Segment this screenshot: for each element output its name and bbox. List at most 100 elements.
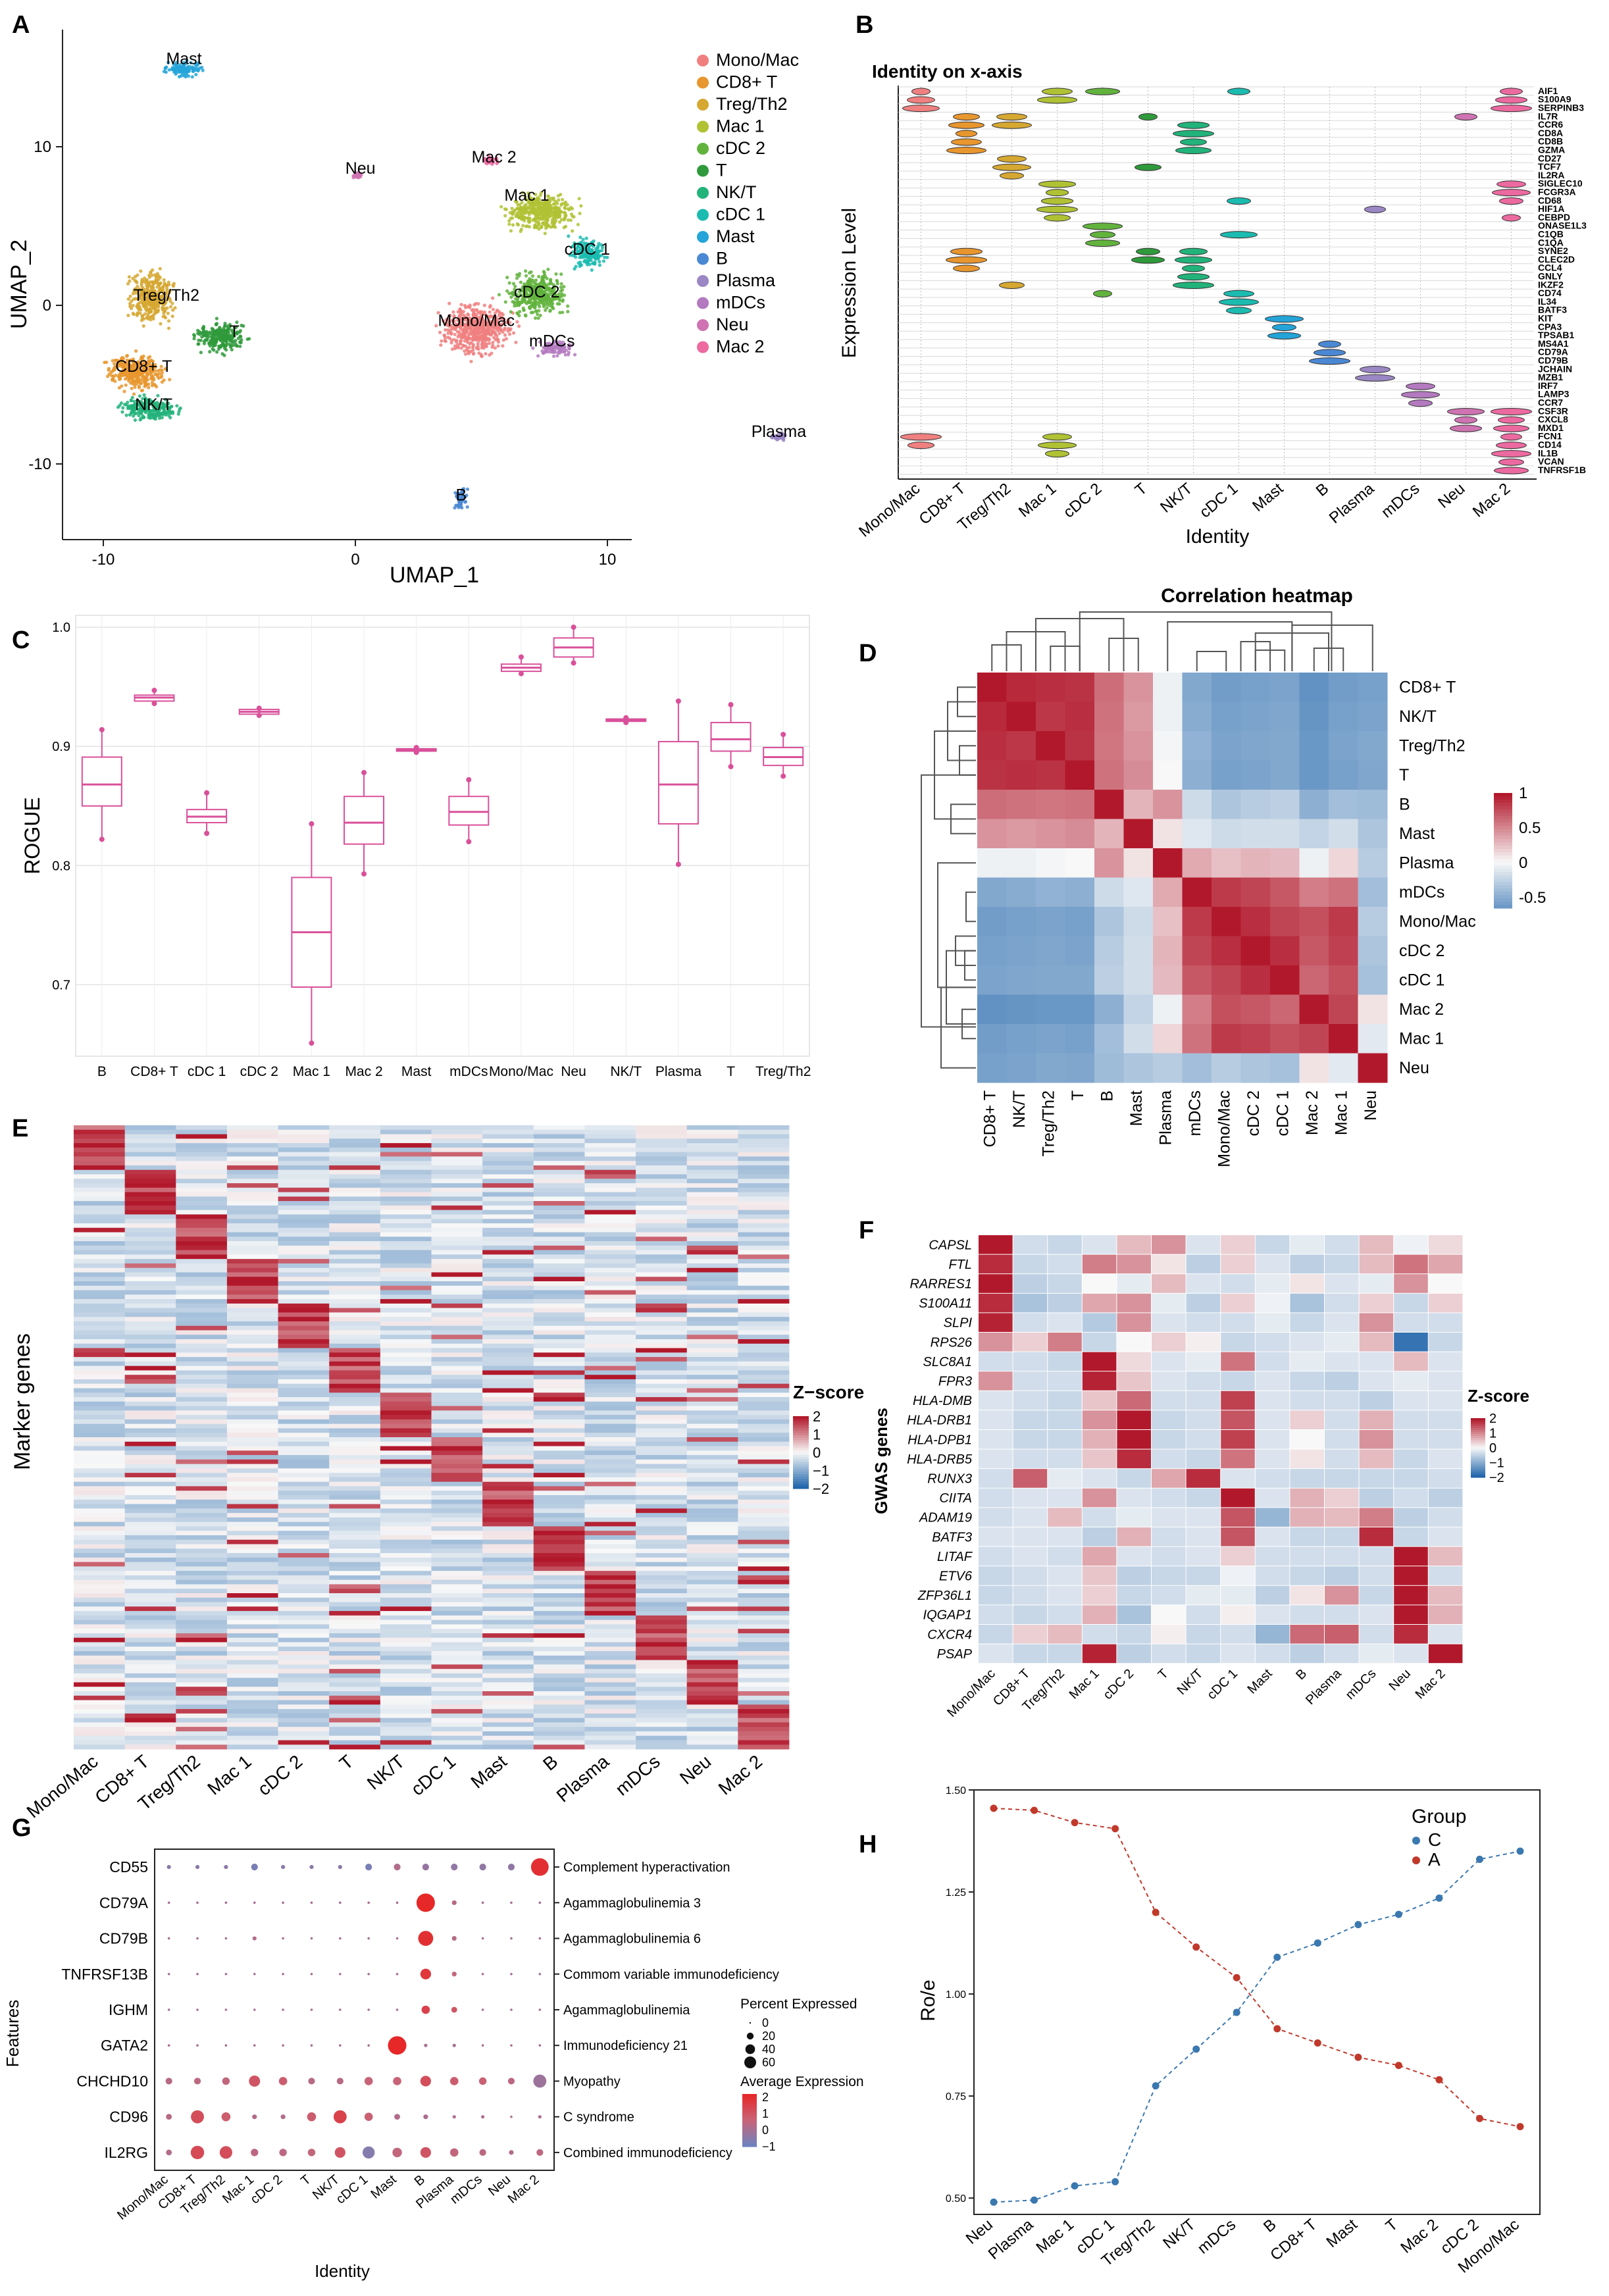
corr-legend-tick: -0.5 [1519,889,1546,907]
marker-heatmap-cell [533,1491,585,1496]
umap-cell-point [128,376,132,380]
umap-cell-point [488,326,492,331]
umap-cell-point [177,75,181,79]
marker-heatmap-cell [636,1388,688,1393]
corr-cell [1240,819,1271,849]
marker-heatmap-cell [431,1299,483,1304]
umap-legend-label: Mast [716,226,755,246]
marker-heatmap-cell [329,1521,381,1527]
umap-cell-point [130,406,134,410]
umap-cell-point [155,385,159,389]
umap-cell-point [538,213,543,217]
umap-cell-point [563,215,567,219]
marker-heatmap-cell [431,1321,483,1327]
umap-cell-point [217,333,221,337]
marker-heatmap-cell [738,1187,790,1192]
violin-shape [1494,467,1529,474]
marker-heatmap-cell [636,1526,688,1531]
marker-heatmap-cell [686,1138,738,1144]
marker-heatmap-cell [533,1437,585,1442]
corr-cell [1153,936,1183,966]
rogue-x-label: Mono/Mac [489,1064,553,1079]
marker-heatmap-cell [431,1290,483,1295]
marker-heatmap-cell [74,1205,126,1211]
marker-heatmap-cell [226,1419,278,1425]
umap-cell-point [145,378,149,382]
umap-cell-point [453,346,457,351]
marker-heatmap-cell [226,1406,278,1411]
umap-cell-point [495,334,499,338]
umap-cell-point [478,331,482,335]
marker-heatmap-cell [533,1508,585,1514]
marker-heatmap-cell [533,1129,585,1135]
marker-heatmap-cell [278,1303,330,1309]
umap-cell-point [117,374,122,378]
umap-cell-point [547,224,551,228]
umap-cell-point [547,209,551,214]
marker-heatmap-cell [176,1192,228,1197]
corr-cell [1094,965,1124,995]
marker-heatmap-cell [124,1245,176,1250]
marker-heatmap-cell [124,1517,176,1523]
marker-heatmap-cell [686,1499,738,1504]
umap-cell-point [133,385,137,390]
marker-heatmap-cell [431,1352,483,1358]
umap-cell-point [165,284,169,288]
marker-heatmap-cell [636,1330,688,1335]
marker-heatmap-cell [738,1433,790,1438]
rogue-x-label: Neu [561,1064,586,1079]
marker-heatmap-cell [482,1281,534,1287]
umap-cell-point [451,310,455,314]
umap-cell-point [139,357,143,361]
umap-cell-point [555,278,559,282]
umap-cell-point [474,320,478,325]
marker-heatmap-cell [74,1423,126,1429]
marker-heatmap-cell [584,1406,636,1411]
corr-cell [1123,965,1154,995]
marker-heatmap-cell [124,1397,176,1402]
marker-heatmap-cell [584,1254,636,1260]
marker-heatmap-cell [124,1348,176,1353]
umap-cell-point [521,306,525,310]
corr-row-label: Neu [1399,1059,1429,1077]
marker-heatmap-cell [738,1397,790,1402]
corr-cell [1065,819,1095,849]
marker-heatmap-cell [431,1254,483,1260]
marker-heatmap-cell [380,1281,432,1287]
marker-heatmap-cell [636,1352,688,1358]
marker-heatmap-cell [431,1383,483,1389]
marker-heatmap-cell [482,1219,534,1224]
marker-heatmap-cell [329,1348,381,1353]
umap-cell-point [436,311,440,315]
umap-cell-point [463,326,467,330]
marker-heatmap-cell [124,1254,176,1260]
marker-heatmap-cell [431,1495,483,1500]
marker-heatmap-cell [124,1388,176,1393]
umap-cell-point [132,364,136,368]
marker-heatmap-cell [584,1223,636,1229]
marker-heatmap-cell [380,1241,432,1246]
marker-heatmap-cell [636,1335,688,1340]
umap-cell-point [484,352,488,356]
marker-heatmap-cell [380,1437,432,1442]
marker-heatmap-cell [176,1455,228,1460]
umap-cell-point [462,331,466,335]
marker-heatmap-cell [124,1161,176,1166]
marker-heatmap-cell [636,1290,688,1295]
umap-cell-point [484,338,488,342]
umap-cell-point [524,274,528,278]
marker-heatmap-cell [636,1303,688,1309]
umap-cell-point [126,313,130,317]
marker-heatmap-cell [226,1259,278,1264]
corr-cell [1153,965,1183,995]
corr-cell [1212,731,1241,761]
umap-cell-point [116,365,120,369]
violin-shape [907,442,934,449]
corr-cell [1182,994,1212,1025]
marker-heatmap-cell [533,1383,585,1389]
marker-heatmap-cell [329,1169,381,1175]
marker-heatmap-cell [431,1317,483,1322]
umap-cell-point [187,74,191,78]
marker-heatmap-cell [636,1169,688,1175]
marker-heatmap-cell [686,1375,738,1380]
